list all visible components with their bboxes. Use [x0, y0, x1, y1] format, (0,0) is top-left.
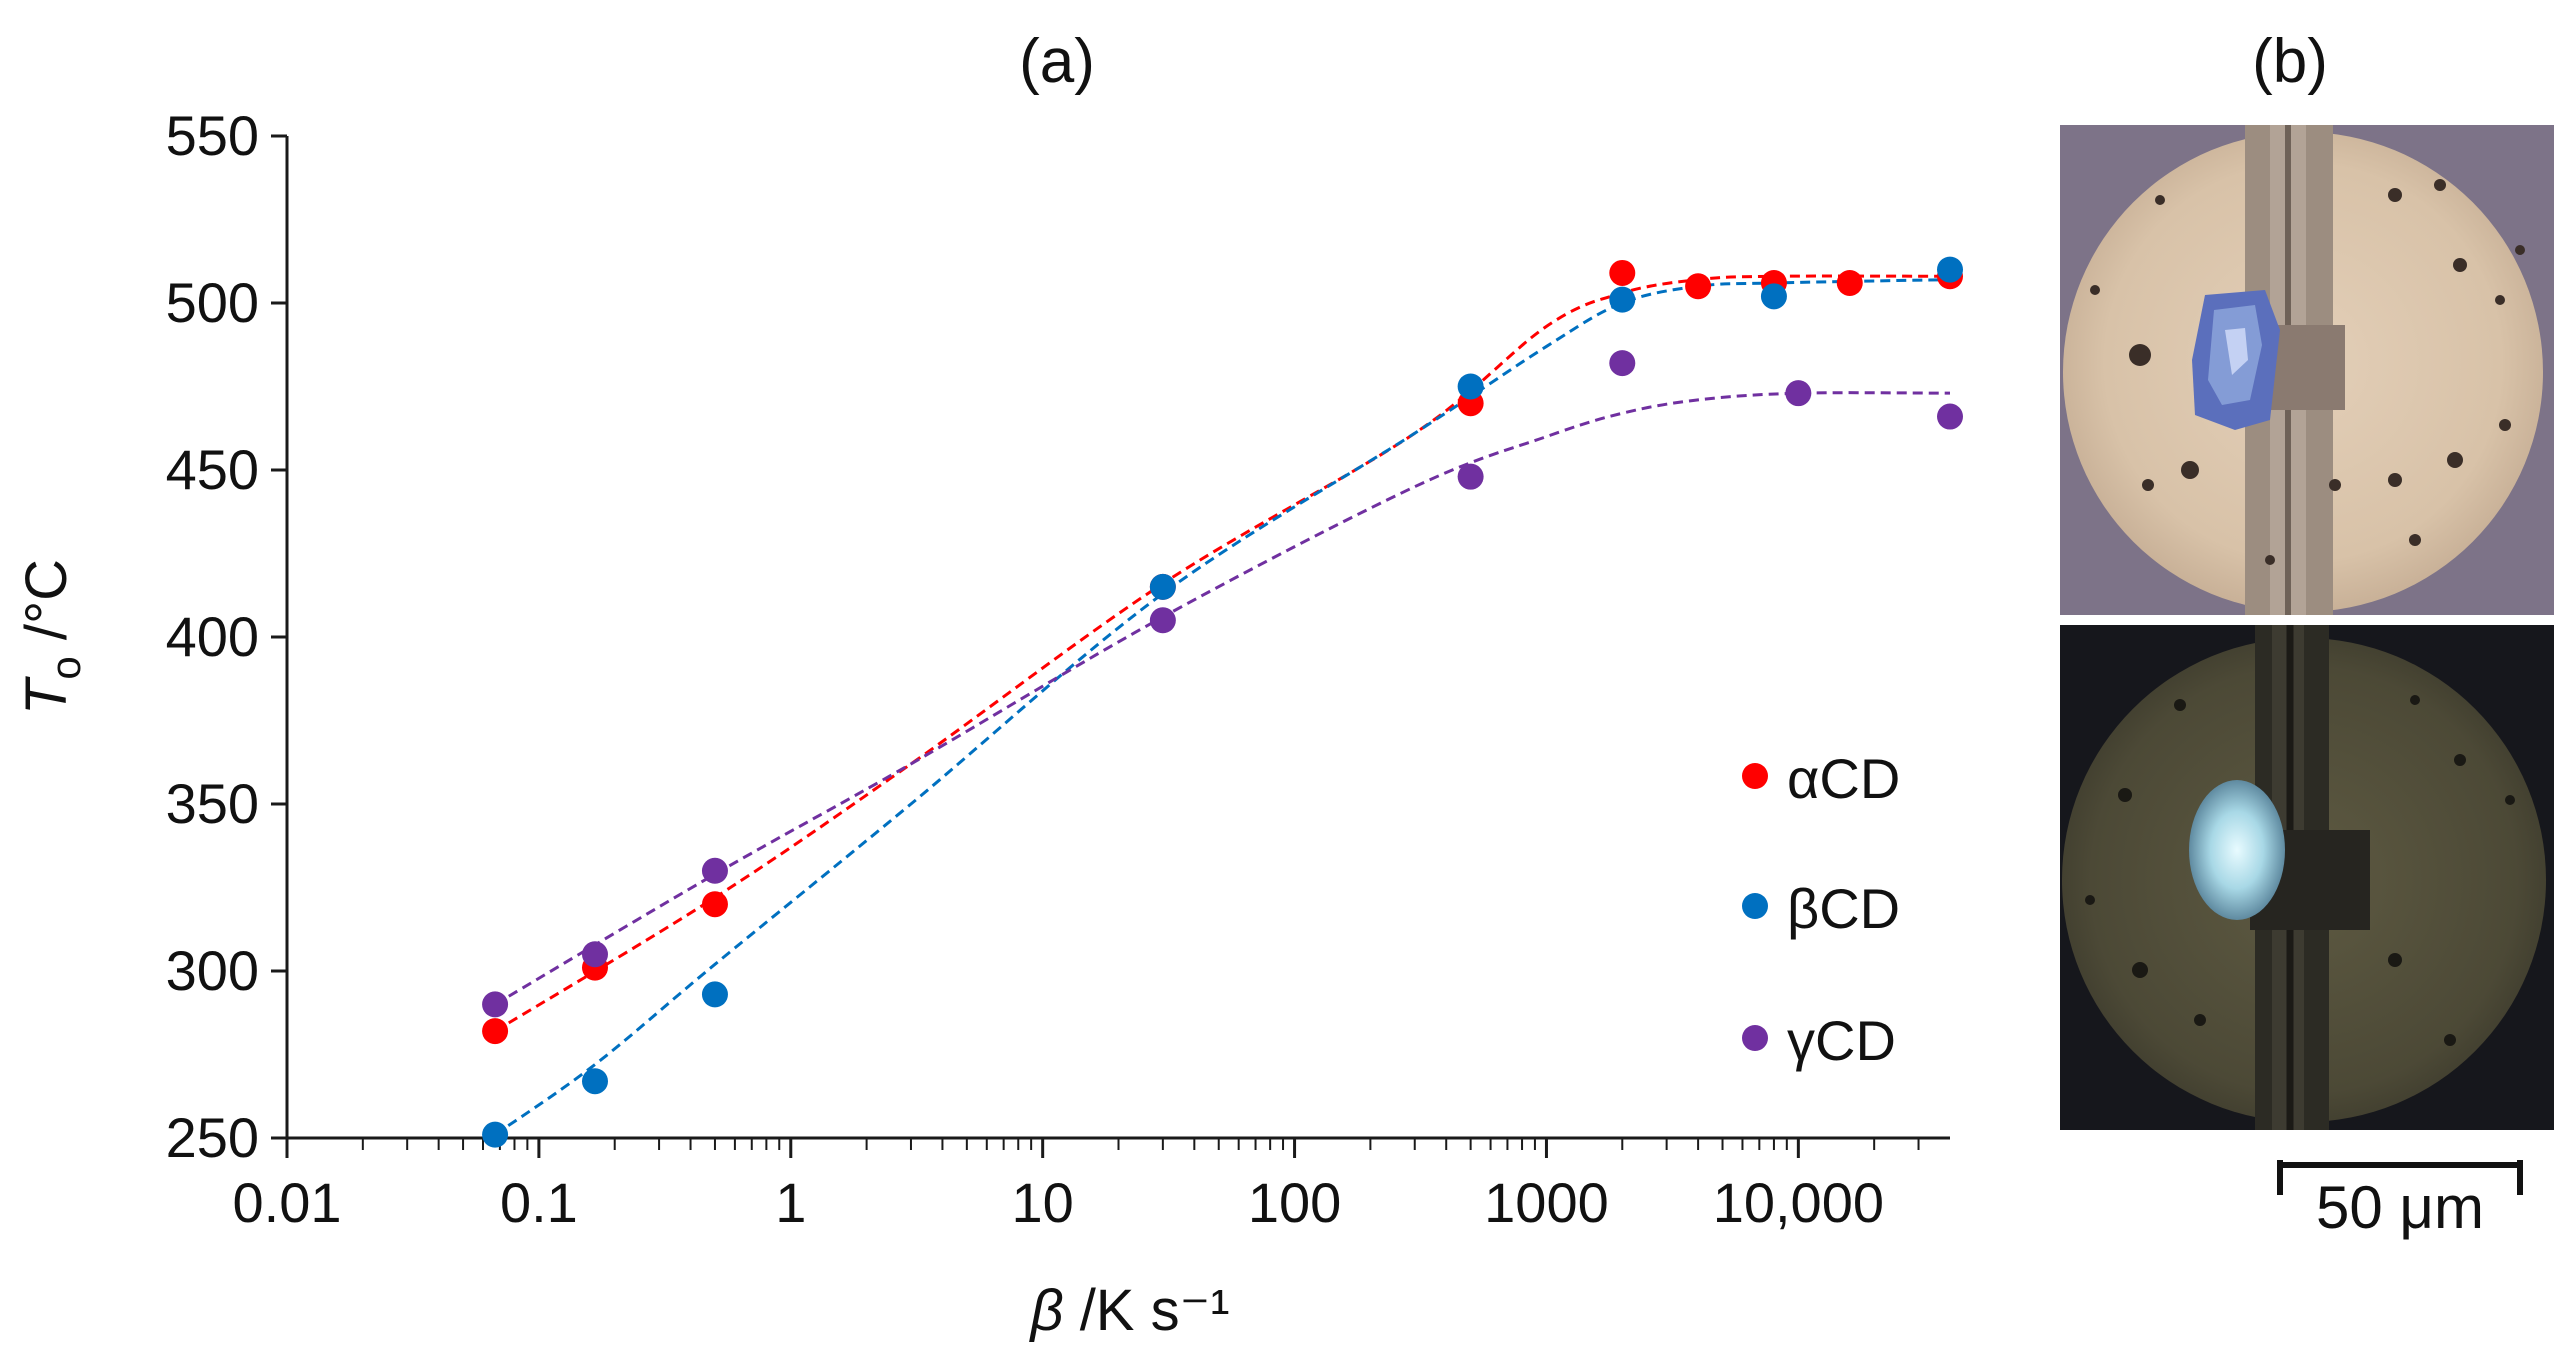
data-point-γCD: [701, 857, 728, 884]
data-point-αCD: [701, 891, 728, 918]
x-tick-label: 10,000: [1713, 1171, 1884, 1234]
data-point-βCD: [1457, 373, 1484, 400]
data-point-γCD: [1609, 350, 1636, 377]
data-point-αCD: [482, 1018, 509, 1045]
data-point-αCD: [1836, 269, 1863, 296]
y-tick-label: 450: [166, 438, 259, 501]
legend-marker: [1742, 1025, 1768, 1051]
data-point-γCD: [1785, 380, 1812, 407]
data-point-γCD: [581, 941, 608, 968]
legend-marker: [1742, 763, 1768, 789]
micrograph-top: [2060, 125, 2554, 615]
data-point-γCD: [1149, 607, 1176, 634]
data-point-αCD: [1609, 259, 1636, 286]
y-tick-label: 250: [166, 1106, 259, 1169]
legend-label: αCD: [1787, 747, 1900, 810]
data-point-βCD: [701, 981, 728, 1008]
trend-line-αCD: [494, 274, 1951, 1033]
scale-bar-label: 50 μm: [2316, 1174, 2484, 1241]
data-point-αCD: [1685, 273, 1712, 300]
x-tick-label: 1: [775, 1171, 806, 1234]
x-tick-label: 100: [1248, 1171, 1341, 1234]
legend: αCD βCD γCD: [1742, 747, 1900, 1072]
micrograph-bottom: [2060, 625, 2554, 1130]
legend-label: βCD: [1787, 877, 1900, 940]
trend-line-γCD: [494, 391, 1951, 1006]
panel-label-a: (a): [1019, 27, 1095, 96]
legend-marker: [1742, 893, 1768, 919]
data-point-βCD: [1760, 283, 1787, 310]
panel-label-b: (b): [2252, 27, 2328, 96]
legend-label: γCD: [1787, 1009, 1896, 1072]
x-tick-label: 1000: [1484, 1171, 1609, 1234]
data-point-γCD: [1457, 463, 1484, 490]
scale-bar: 50 μm: [2277, 1160, 2523, 1241]
y-tick-label: 300: [166, 939, 259, 1002]
x-tick-label: 0.01: [233, 1171, 342, 1234]
data-point-βCD: [482, 1121, 509, 1148]
data-markers: [482, 256, 1963, 1148]
y-tick-label: 400: [166, 605, 259, 668]
y-tick-label: 350: [166, 772, 259, 835]
x-tick-label: 10: [1012, 1171, 1074, 1234]
data-point-βCD: [581, 1068, 608, 1095]
x-tick-label: 0.1: [500, 1171, 578, 1234]
y-tick-label: 550: [166, 104, 259, 167]
chart-panel-a: (a) 250 300 350 400 450 500 550 0.01 0.1 1 10 100 1…: [14, 27, 1963, 1343]
data-point-γCD: [1937, 403, 1963, 430]
data-point-βCD: [1609, 286, 1636, 313]
image-panel-b: (b): [2060, 27, 2554, 1241]
data-point-βCD: [1149, 573, 1176, 600]
x-ticks: 0.01 0.1 1 10 100 1000 10,000: [233, 1138, 1920, 1234]
y-tick-label: 500: [166, 271, 259, 334]
x-axis-title: β /K s⁻¹: [1028, 1278, 1229, 1343]
y-axis-title: To /°C: [14, 559, 89, 715]
y-ticks: 250 300 350 400 450 500 550: [166, 104, 287, 1169]
trend-line-βCD: [494, 278, 1951, 1136]
data-point-βCD: [1937, 256, 1963, 283]
trend-lines: [494, 274, 1951, 1136]
data-point-γCD: [482, 991, 509, 1018]
